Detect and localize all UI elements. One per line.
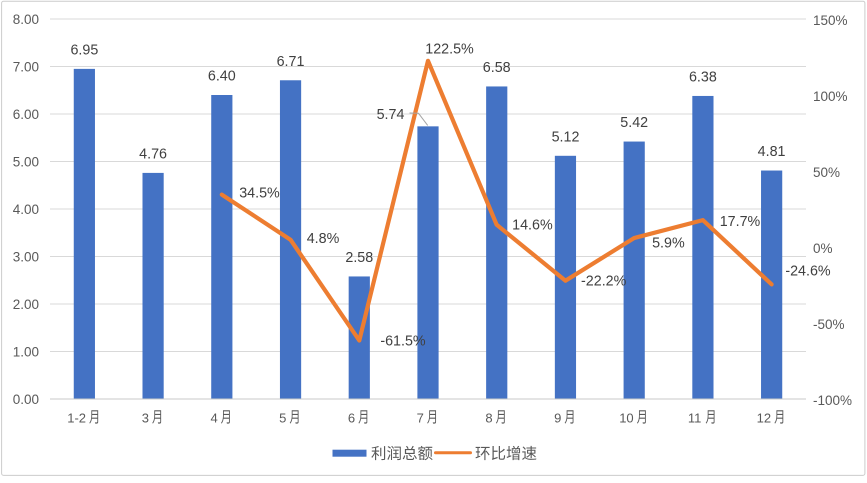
svg-text:0.00: 0.00 (13, 392, 39, 407)
svg-text:8.00: 8.00 (13, 12, 39, 27)
svg-text:4.00: 4.00 (13, 202, 39, 217)
svg-text:0%: 0% (813, 241, 833, 256)
svg-text:5.12: 5.12 (552, 129, 580, 145)
svg-text:6.40: 6.40 (208, 69, 236, 85)
svg-text:9: 9 (554, 410, 561, 425)
svg-text:-50%: -50% (813, 317, 845, 332)
svg-text:17.7%: 17.7% (720, 214, 761, 230)
svg-text:100%: 100% (813, 89, 848, 104)
svg-text:122.5%: 122.5% (425, 42, 474, 58)
svg-text:5.00: 5.00 (13, 155, 39, 170)
svg-text:6.95: 6.95 (70, 43, 98, 59)
svg-text:14.6%: 14.6% (512, 217, 553, 233)
svg-text:6.71: 6.71 (277, 54, 305, 70)
svg-text:6: 6 (348, 410, 355, 425)
svg-text:-61.5%: -61.5% (380, 334, 426, 350)
svg-text:-100%: -100% (813, 393, 852, 408)
svg-text:6.58: 6.58 (483, 60, 511, 76)
svg-text:4.81: 4.81 (758, 144, 786, 160)
svg-text:34.5%: 34.5% (239, 186, 280, 202)
svg-text:6.38: 6.38 (689, 70, 717, 86)
svg-text:-22.2%: -22.2% (581, 274, 627, 290)
svg-text:2.00: 2.00 (13, 297, 39, 312)
svg-text:11: 11 (688, 410, 702, 425)
svg-text:5.74: 5.74 (377, 107, 405, 123)
svg-text:150%: 150% (813, 13, 848, 28)
svg-text:8: 8 (485, 410, 492, 425)
svg-text:2.58: 2.58 (345, 250, 373, 266)
svg-text:4.76: 4.76 (139, 147, 167, 163)
svg-text:7: 7 (417, 410, 424, 425)
svg-text:1.00: 1.00 (13, 345, 39, 360)
svg-text:1-2: 1-2 (67, 410, 86, 425)
svg-text:4: 4 (210, 410, 217, 425)
svg-text:3.00: 3.00 (13, 250, 39, 265)
svg-text:-24.6%: -24.6% (785, 263, 831, 279)
svg-text:12: 12 (757, 410, 771, 425)
svg-text:5.9%: 5.9% (652, 236, 685, 252)
svg-text:5.42: 5.42 (620, 115, 648, 131)
svg-text:7.00: 7.00 (13, 60, 39, 75)
svg-text:3: 3 (142, 410, 149, 425)
svg-text:10: 10 (619, 410, 633, 425)
svg-text:6.00: 6.00 (13, 107, 39, 122)
svg-text:50%: 50% (813, 165, 840, 180)
svg-text:4.8%: 4.8% (307, 231, 340, 247)
svg-text:5: 5 (279, 410, 286, 425)
